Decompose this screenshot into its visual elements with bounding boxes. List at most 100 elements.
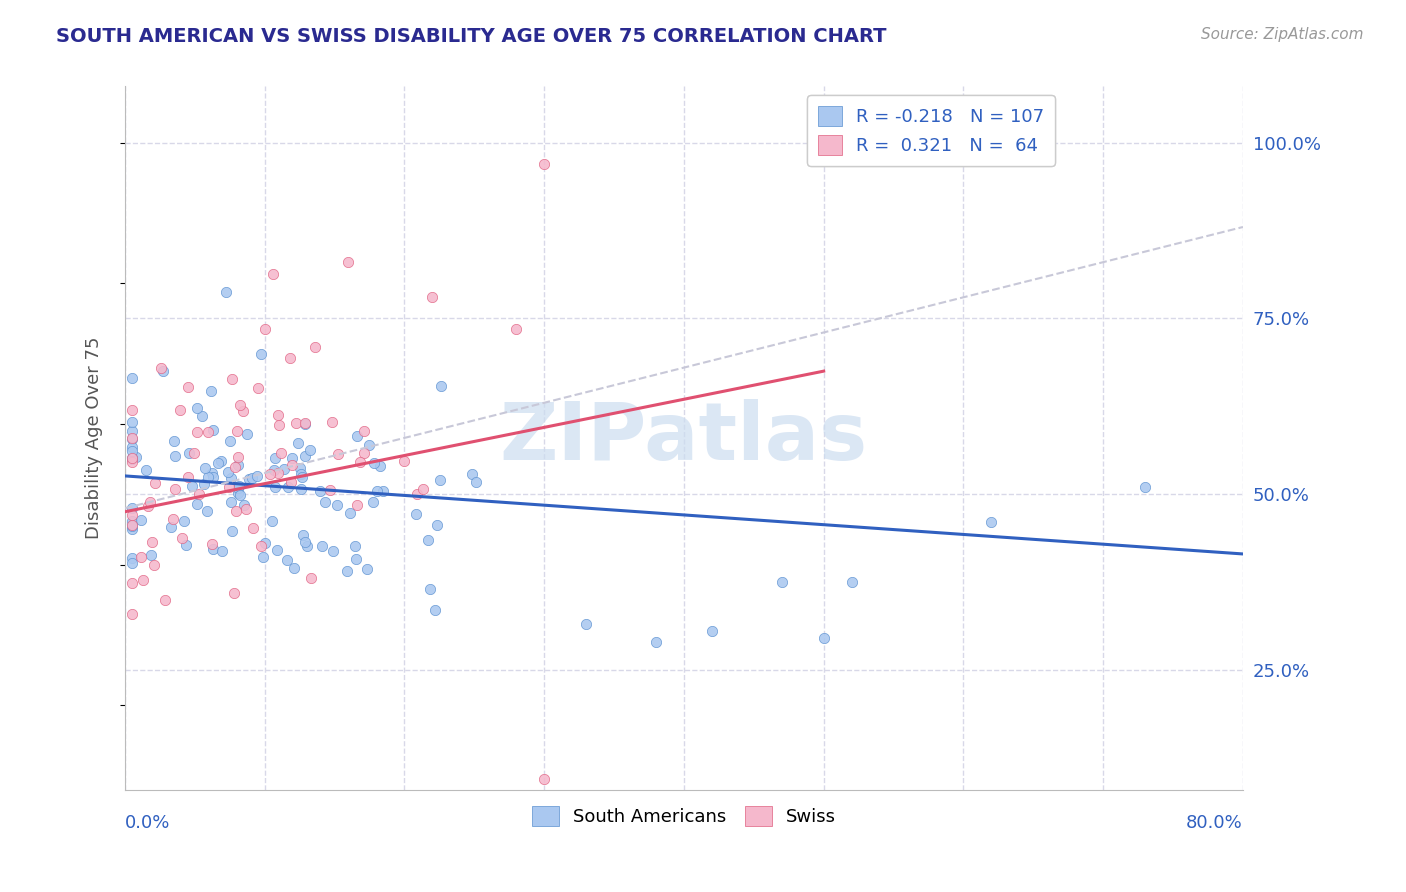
Point [201,467,224,481]
Point [346,551,368,566]
Point [249,347,271,361]
Point [339,506,361,520]
Point [276,553,298,567]
Point [169,403,191,417]
Point [197,425,219,440]
Point [174,538,197,552]
Point [163,434,186,448]
Point [201,537,224,551]
Point [533,772,555,786]
Point [238,472,260,486]
Point [270,446,292,460]
Text: Source: ZipAtlas.com: Source: ZipAtlas.com [1201,27,1364,42]
Point [201,423,224,437]
Point [121,444,143,458]
Point [219,434,242,448]
Point [235,426,257,441]
Point [326,447,349,461]
Point [645,635,668,649]
Point [266,408,288,422]
Point [202,470,225,484]
Point [121,514,143,528]
Point [813,632,835,646]
Point [429,473,451,487]
Point [295,539,318,553]
Point [221,524,243,538]
Point [262,268,284,282]
Point [337,255,360,269]
Point [420,290,443,304]
Point [219,471,242,485]
Point [177,469,200,483]
Point [294,417,316,431]
Point [321,415,343,429]
Point [356,562,378,576]
Point [211,544,233,558]
Point [263,451,285,466]
Point [292,528,315,542]
Point [314,495,336,509]
Point [121,452,143,467]
Point [121,550,143,565]
Point [505,322,527,336]
Point [221,372,243,386]
Point [224,459,246,474]
Point [142,558,165,572]
Point [353,424,375,438]
Point [232,498,254,512]
Point [121,402,143,417]
Point [426,518,449,533]
Point [136,499,159,513]
Point [121,519,143,533]
Text: ZIPatlas: ZIPatlas [499,399,868,477]
Point [138,495,160,509]
Point [121,451,143,466]
Point [353,446,375,460]
Point [228,486,250,500]
Point [368,458,391,473]
Point [121,371,143,385]
Point [405,507,427,521]
Point [280,451,302,466]
Point [135,463,157,477]
Point [277,480,299,494]
Point [121,440,143,454]
Point [235,501,257,516]
Point [259,467,281,482]
Point [228,482,250,496]
Point [273,462,295,476]
Point [322,544,344,558]
Point [361,495,384,509]
Point [419,582,441,596]
Point [219,495,242,509]
Point [357,438,380,452]
Point [254,535,277,549]
Point [121,576,143,591]
Point [209,454,232,468]
Point [533,157,555,171]
Point [252,550,274,565]
Point [121,607,143,621]
Legend: R = -0.218   N = 107, R =  0.321   N =  64: R = -0.218 N = 107, R = 0.321 N = 64 [807,95,1054,166]
Point [363,456,385,470]
Point [218,480,240,494]
Point [246,381,269,395]
Point [193,477,215,491]
Point [242,521,264,535]
Point [228,479,250,493]
Point [183,446,205,460]
Text: 0.0%: 0.0% [125,814,170,832]
Point [129,550,152,565]
Point [326,499,349,513]
Point [283,561,305,575]
Point [121,415,143,429]
Point [190,409,212,423]
Point [129,513,152,527]
Point [121,432,143,446]
Point [125,450,148,464]
Point [430,378,453,392]
Point [121,501,143,516]
Point [423,603,446,617]
Point [224,586,246,600]
Point [346,429,368,443]
